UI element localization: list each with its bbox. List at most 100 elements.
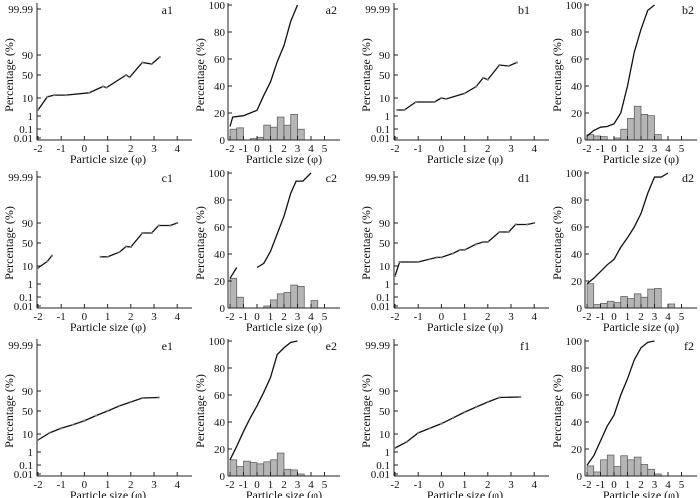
data-point bbox=[36, 438, 40, 442]
x-tick-label: 4 bbox=[174, 479, 180, 491]
y-tick-label: 10 bbox=[22, 261, 34, 273]
x-tick-label: 0 bbox=[254, 143, 260, 155]
x-tick-label: 3 bbox=[508, 311, 514, 323]
probability-curve bbox=[100, 222, 178, 258]
data-point bbox=[414, 100, 417, 104]
data-point bbox=[475, 405, 478, 409]
histogram-bar bbox=[647, 115, 655, 141]
y-tick-label: 1 bbox=[385, 279, 391, 291]
x-tick-label: 0 bbox=[254, 311, 260, 323]
x-axis-label: Particle size (φ) bbox=[427, 320, 503, 334]
x-tick-label: 4 bbox=[665, 311, 671, 323]
x-tick-label: -1 bbox=[596, 479, 605, 491]
panel-label: b1 bbox=[518, 3, 530, 17]
histogram-bar bbox=[276, 452, 285, 477]
x-tick-label: -1 bbox=[414, 479, 423, 491]
x-tick-label: -2 bbox=[582, 143, 591, 155]
x-tick-label: 1 bbox=[105, 143, 111, 155]
y-tick-label: 100 bbox=[209, 336, 226, 348]
data-point bbox=[482, 240, 485, 244]
histogram-bar bbox=[593, 135, 601, 141]
data-point bbox=[129, 245, 132, 249]
histogram-bar bbox=[627, 459, 635, 477]
y-tick-label: 0.1 bbox=[376, 292, 390, 304]
x-tick-label: 3 bbox=[295, 143, 301, 155]
data-point bbox=[141, 61, 144, 64]
x-tick-label: 4 bbox=[308, 311, 314, 323]
data-point bbox=[440, 96, 443, 100]
y-tick-label: 100 bbox=[566, 0, 583, 12]
histogram-bar bbox=[229, 459, 238, 477]
histogram-bar bbox=[620, 296, 628, 309]
histogram-bar bbox=[667, 303, 676, 309]
x-tick-label: 1 bbox=[105, 479, 111, 491]
y-tick-label: 0.01 bbox=[14, 133, 33, 145]
y-tick-label: 50 bbox=[379, 238, 391, 250]
x-tick-label: 0 bbox=[611, 143, 617, 155]
y-tick-label: 60 bbox=[214, 390, 226, 402]
x-tick-label: 2 bbox=[281, 311, 287, 323]
panel-label: b2 bbox=[682, 3, 694, 17]
histogram-bar bbox=[270, 126, 278, 141]
data-point bbox=[87, 91, 91, 94]
data-point bbox=[118, 251, 121, 254]
y-tick-label: 0 bbox=[577, 135, 583, 147]
x-tick-label: -1 bbox=[239, 311, 248, 323]
y-tick-label: 1 bbox=[385, 447, 391, 459]
histogram-bar bbox=[263, 461, 271, 477]
y-tick-label: 1 bbox=[385, 111, 391, 123]
histogram-bar bbox=[276, 116, 285, 141]
data-point bbox=[106, 255, 109, 258]
x-tick-label: 3 bbox=[508, 143, 514, 155]
y-tick-label: 0.1 bbox=[376, 460, 390, 472]
y-tick-label: 20 bbox=[571, 276, 583, 288]
y-tick-label: 99.99 bbox=[8, 4, 33, 16]
data-point bbox=[533, 221, 536, 225]
histogram-bar bbox=[256, 463, 265, 477]
data-point bbox=[475, 243, 478, 246]
x-tick-label: 4 bbox=[174, 143, 180, 155]
x-tick-label: 1 bbox=[268, 479, 274, 491]
x-tick-label: 1 bbox=[462, 479, 468, 491]
y-tick-label: 20 bbox=[571, 108, 583, 120]
x-tick-label: 3 bbox=[508, 479, 514, 491]
data-point bbox=[526, 223, 529, 226]
data-point bbox=[60, 427, 63, 430]
data-point bbox=[428, 258, 431, 261]
probability-curve bbox=[37, 255, 53, 269]
histogram-bar bbox=[236, 466, 244, 477]
histogram-bar bbox=[310, 300, 319, 309]
histogram-bar bbox=[593, 304, 601, 309]
x-tick-label: -2 bbox=[33, 479, 42, 491]
y-tick-label: 60 bbox=[571, 54, 583, 66]
histogram-bar bbox=[606, 300, 615, 309]
data-point bbox=[141, 231, 144, 235]
y-tick-label: 60 bbox=[214, 222, 226, 234]
panel-label: c1 bbox=[162, 171, 173, 185]
y-tick-label: 90 bbox=[22, 386, 34, 398]
x-tick-label: -2 bbox=[390, 311, 399, 323]
x-tick-label: 2 bbox=[485, 143, 491, 155]
panel-label: d1 bbox=[518, 171, 530, 185]
data-point bbox=[83, 419, 86, 422]
data-point bbox=[405, 440, 408, 444]
y-tick-label: 80 bbox=[571, 27, 583, 39]
data-point bbox=[393, 446, 397, 450]
data-point bbox=[393, 274, 397, 278]
y-tick-label: 90 bbox=[379, 386, 391, 398]
histogram-bar bbox=[640, 296, 649, 309]
y-tick-label: 99.99 bbox=[365, 340, 390, 352]
data-point bbox=[150, 62, 153, 66]
data-point bbox=[50, 254, 54, 257]
histogram-bar bbox=[640, 113, 649, 141]
histogram-bar bbox=[290, 113, 298, 141]
data-point bbox=[417, 260, 420, 264]
x-tick-label: 4 bbox=[531, 311, 537, 323]
data-point bbox=[444, 97, 448, 101]
y-axis-label: Percentage (%) bbox=[550, 374, 564, 448]
data-point bbox=[463, 92, 466, 95]
